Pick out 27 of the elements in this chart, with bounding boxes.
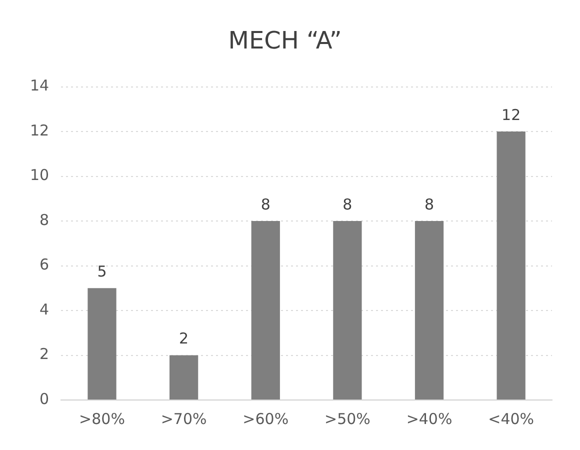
bar xyxy=(169,355,198,400)
bar xyxy=(251,221,280,400)
x-tick-label: >40% xyxy=(406,410,452,428)
y-tick-label: 6 xyxy=(40,256,50,274)
chart-title: MECH “A” xyxy=(228,26,342,55)
data-label: 5 xyxy=(97,262,107,281)
data-label: 8 xyxy=(424,195,434,214)
bar xyxy=(333,221,362,400)
data-label: 2 xyxy=(179,330,189,348)
data-label: 12 xyxy=(502,106,521,124)
x-tick-label: >60% xyxy=(242,410,289,428)
y-tick-label: 14 xyxy=(30,76,50,95)
x-tick-label: <40% xyxy=(488,410,534,428)
y-tick-label: 12 xyxy=(30,121,50,140)
y-tick-label: 0 xyxy=(40,390,50,408)
y-tick-label: 8 xyxy=(40,210,50,229)
y-tick-label: 10 xyxy=(30,166,50,184)
y-tick-label: 2 xyxy=(40,345,50,364)
bar xyxy=(496,132,526,400)
data-label: 8 xyxy=(342,195,352,214)
bar xyxy=(88,288,116,400)
bar xyxy=(414,221,444,400)
y-tick-label: 4 xyxy=(40,300,50,318)
x-tick-label: >70% xyxy=(160,410,207,428)
x-tick-label: >50% xyxy=(324,410,370,428)
x-tick-label: >80% xyxy=(79,410,125,428)
data-label: 8 xyxy=(260,195,270,214)
